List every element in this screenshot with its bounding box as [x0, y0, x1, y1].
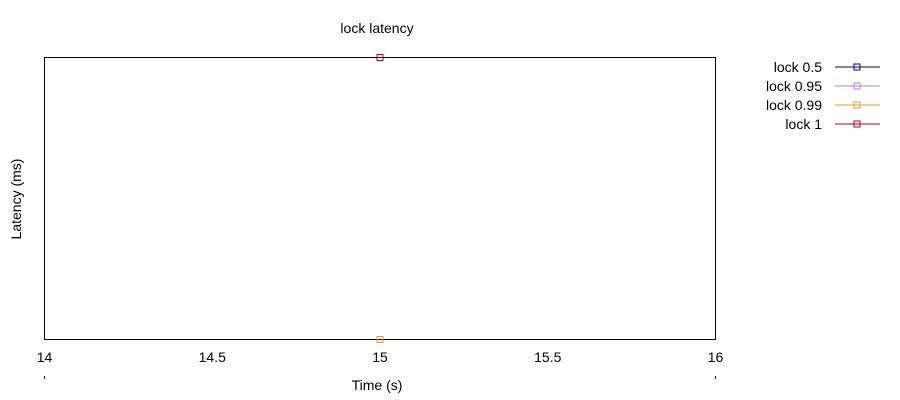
- chart-title: lock latency: [340, 20, 413, 36]
- legend-label: lock 0.5: [774, 59, 822, 75]
- legend-label: lock 0.99: [766, 97, 822, 113]
- legend-marker: [853, 120, 861, 128]
- x-tick-label: 14.5: [199, 349, 226, 365]
- data-points: [376, 54, 384, 343]
- y-axis-label: Latency (ms): [8, 159, 24, 240]
- legend-marker: [853, 82, 861, 90]
- x-tick-label: 15: [372, 349, 388, 365]
- x-tick-label: 16: [708, 349, 724, 365]
- data-point: [376, 54, 384, 61]
- x-tick-label: 14: [37, 349, 53, 365]
- x-axis-label: Time (s): [352, 377, 403, 393]
- legend-label: lock 0.95: [766, 78, 822, 94]
- legend-label: lock 1: [785, 116, 822, 132]
- legend: lock 0.5 lock 0.95 lock 0.99 lock 1: [766, 59, 880, 132]
- x-axis-ticks: 14 14.5 15 15.5 16: [37, 349, 724, 379]
- legend-marker: [853, 63, 861, 71]
- data-point: [376, 336, 384, 343]
- plot-frame: [44, 57, 716, 340]
- legend-marker: [853, 101, 861, 109]
- x-tick-label: 15.5: [534, 349, 561, 365]
